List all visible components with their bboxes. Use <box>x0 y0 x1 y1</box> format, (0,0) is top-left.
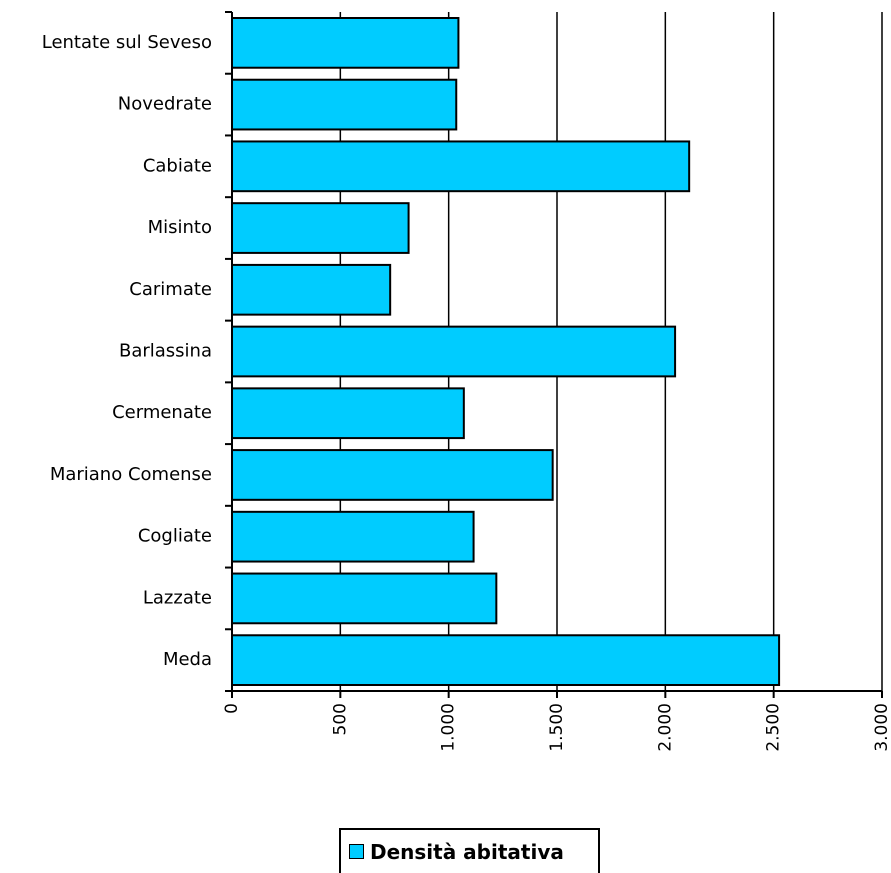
bar-chart: Lentate sul Seveso Novedrate Cabiate Misint… <box>42 11 891 752</box>
bar <box>231 449 554 501</box>
legend-swatch <box>349 844 364 859</box>
x-tick-label: 0 <box>222 703 242 714</box>
bar <box>231 263 392 316</box>
bar <box>231 140 691 193</box>
bar <box>231 325 677 378</box>
bars <box>231 17 781 686</box>
x-tick-label: 500 <box>330 703 350 735</box>
category-label: Lentate sul Seveso <box>42 32 212 53</box>
bar <box>231 510 475 563</box>
bar <box>231 78 458 131</box>
x-tick-label: 3.000 <box>872 703 891 752</box>
legend: Densità abitativa <box>339 828 600 873</box>
x-tick-label: 1.000 <box>439 703 459 752</box>
category-label: Lazzate <box>143 587 212 608</box>
x-tick-label: 2.000 <box>655 703 675 752</box>
bar <box>231 387 465 440</box>
labels: Lentate sul Seveso Novedrate Cabiate Misint… <box>42 32 891 752</box>
x-tick-label: 2.500 <box>764 703 784 752</box>
category-label: Barlassina <box>119 341 212 362</box>
bar <box>231 572 498 625</box>
category-label: Cogliate <box>138 526 212 547</box>
x-tick-label: 1.500 <box>547 703 567 752</box>
category-label: Meda <box>163 649 212 670</box>
category-label: Misinto <box>148 217 212 238</box>
category-label: Carimate <box>129 279 212 300</box>
bar <box>231 202 410 254</box>
category-label: Cabiate <box>143 155 212 176</box>
bar <box>231 634 781 686</box>
legend-label: Densità abitativa <box>370 839 564 864</box>
category-label: Mariano Comense <box>50 464 212 485</box>
category-label: Cermenate <box>112 402 212 423</box>
bar <box>231 17 460 69</box>
category-label: Novedrate <box>118 94 212 115</box>
axes <box>225 11 883 698</box>
